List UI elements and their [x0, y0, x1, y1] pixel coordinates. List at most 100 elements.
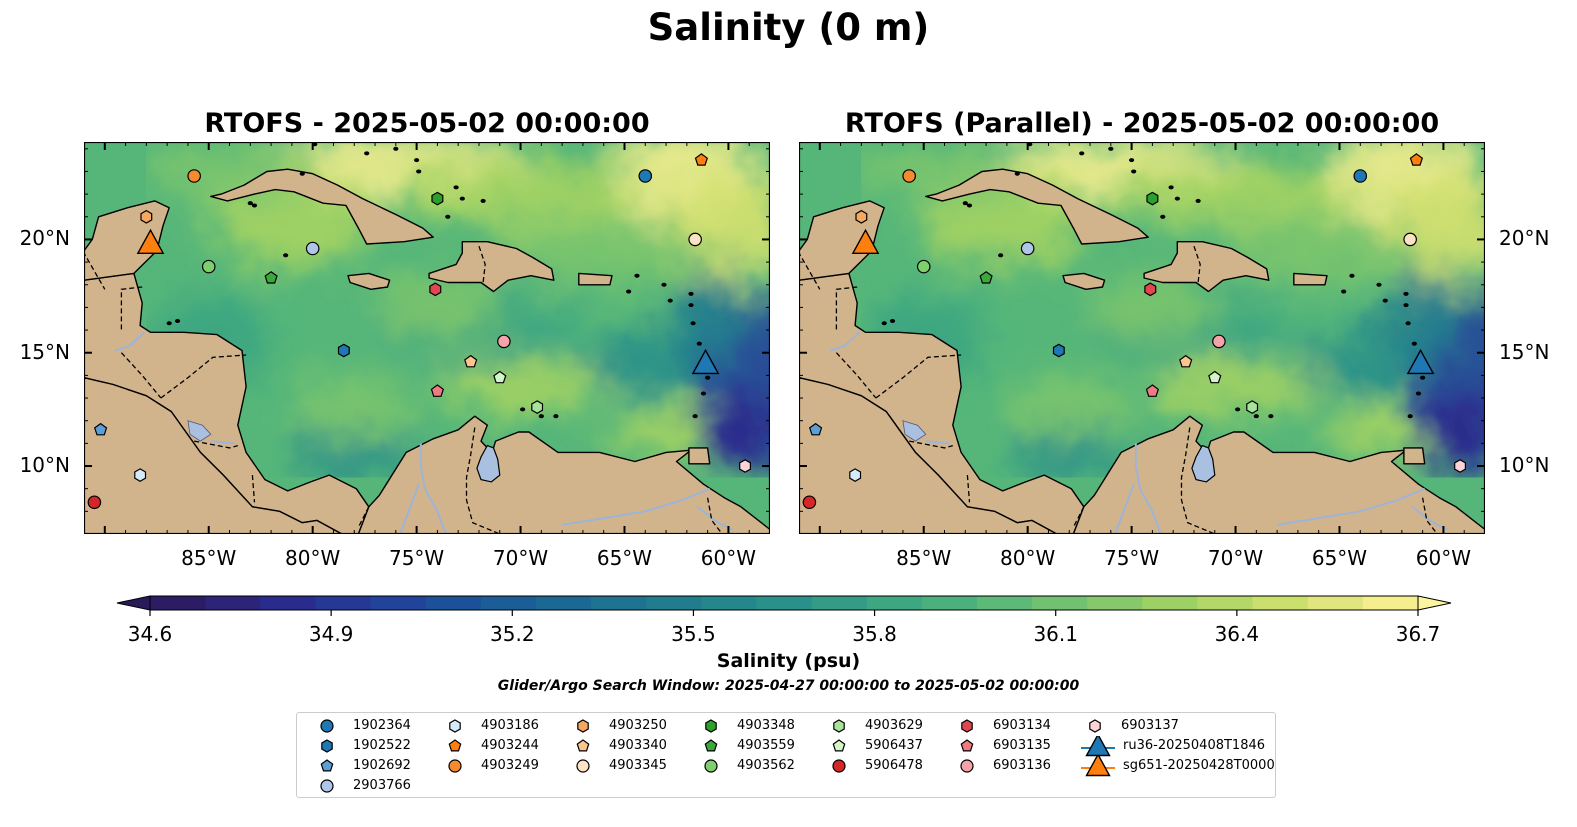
colorbar-tick-label: 35.2 [490, 622, 535, 646]
land-cuba [210, 168, 434, 245]
island [1341, 289, 1347, 294]
legend-marker [1085, 736, 1111, 757]
island [1415, 391, 1422, 396]
lake-maracaibo [1191, 444, 1216, 483]
legend-marker [961, 719, 973, 733]
island [692, 414, 698, 419]
land-hispaniola [1143, 241, 1270, 293]
border [1193, 245, 1201, 283]
island [998, 253, 1004, 258]
float-marker-6903134 [1144, 282, 1157, 297]
land-puertoRico [578, 272, 613, 286]
float-marker-4903629 [1246, 400, 1259, 414]
river [925, 440, 949, 445]
island [690, 321, 696, 326]
x-tick-label: 70°W [492, 546, 549, 570]
island [1174, 196, 1180, 201]
float-marker-6903136 [1212, 334, 1226, 349]
legend-label: 4903559 [737, 738, 795, 753]
legend-label: 4903250 [609, 718, 667, 733]
x-tick-label: 70°W [1207, 546, 1264, 570]
legend: 1902364 1902522 1902692 2903766 4903186 49032… [296, 712, 1276, 798]
float-marker-4903559 [264, 271, 278, 284]
x-tick-label: 80°W [1000, 546, 1056, 570]
island [1420, 375, 1426, 380]
island [1382, 298, 1388, 303]
river [603, 487, 711, 520]
map-frame [84, 142, 770, 534]
glider-marker-ru36-20250408T1846 [691, 348, 720, 375]
y-tick-label: 10°N [1499, 453, 1550, 478]
x-tick-label: 65°W [1311, 546, 1368, 570]
colorbar-extend-high [1417, 595, 1452, 611]
float-marker-2903766 [1020, 241, 1035, 256]
float-marker-5906478 [802, 495, 817, 510]
legend-marker [832, 739, 846, 752]
island [1405, 321, 1411, 326]
island [283, 253, 289, 258]
island [166, 321, 172, 326]
legend-marker [833, 719, 845, 733]
border [1421, 497, 1438, 534]
border [120, 352, 162, 399]
colorbar-segment [1362, 596, 1419, 610]
land-trinidad [688, 447, 711, 465]
float-marker-6903137 [739, 459, 751, 473]
colorbar-segment [370, 596, 427, 610]
island [1253, 414, 1259, 419]
island [453, 185, 459, 190]
float-marker-6903135 [430, 384, 445, 397]
border [706, 497, 723, 534]
float-marker-4903562 [201, 259, 216, 274]
river [1134, 443, 1141, 489]
island [520, 407, 526, 412]
legend-label: 5906478 [865, 758, 923, 773]
legend-label: 4903244 [481, 738, 539, 753]
border [357, 506, 370, 528]
island [1376, 282, 1382, 287]
colorbar: 34.6 34.9 35.2 35.5 35.8 36.1 36.4 36.7 [116, 595, 1452, 646]
float-marker-4903244 [1409, 153, 1424, 166]
x-tick-label: 60°W [700, 546, 757, 570]
legend-marker [704, 759, 718, 773]
island [1160, 214, 1166, 219]
legend-marker [1089, 719, 1101, 733]
float-marker-4903340 [1179, 354, 1193, 368]
island [962, 201, 968, 206]
legend-label: 5906437 [865, 738, 923, 753]
float-marker-6903135 [1145, 384, 1160, 397]
float-marker-4903250 [855, 209, 868, 224]
float-marker-1902692 [808, 422, 823, 436]
island [1014, 171, 1020, 176]
y-tick-label: 15°N [1499, 339, 1550, 364]
colorbar-segment [866, 596, 923, 610]
map-content [799, 142, 1485, 534]
land-cuba [925, 168, 1149, 245]
float-marker-4903348 [431, 191, 444, 206]
legend-label: 6903136 [993, 758, 1051, 773]
island [480, 198, 486, 203]
island [688, 291, 694, 296]
colorbar-segment [1197, 596, 1254, 610]
legend-marker [320, 779, 334, 793]
legend-marker [449, 719, 461, 733]
colorbar-tick-label: 34.9 [309, 622, 354, 646]
legend-marker [448, 739, 462, 752]
island [251, 203, 258, 208]
x-tick-label: 85°W [896, 546, 952, 570]
legend-label: 4903562 [737, 758, 795, 773]
island [299, 171, 305, 176]
island [667, 298, 673, 303]
float-marker-4903345 [1403, 232, 1417, 247]
colorbar-segment [535, 596, 592, 610]
colorbar-segment [701, 596, 758, 610]
x-tick-label: 85°W [181, 546, 237, 570]
map-panel-left [84, 142, 770, 534]
y-tick-label: 10°N [19, 453, 70, 478]
island [1235, 407, 1241, 412]
land-jamaica [1062, 272, 1106, 290]
colorbar-tick-label: 34.6 [128, 622, 173, 646]
island [1129, 158, 1135, 163]
float-markers [802, 153, 1466, 510]
colorbar-segment [756, 596, 813, 610]
